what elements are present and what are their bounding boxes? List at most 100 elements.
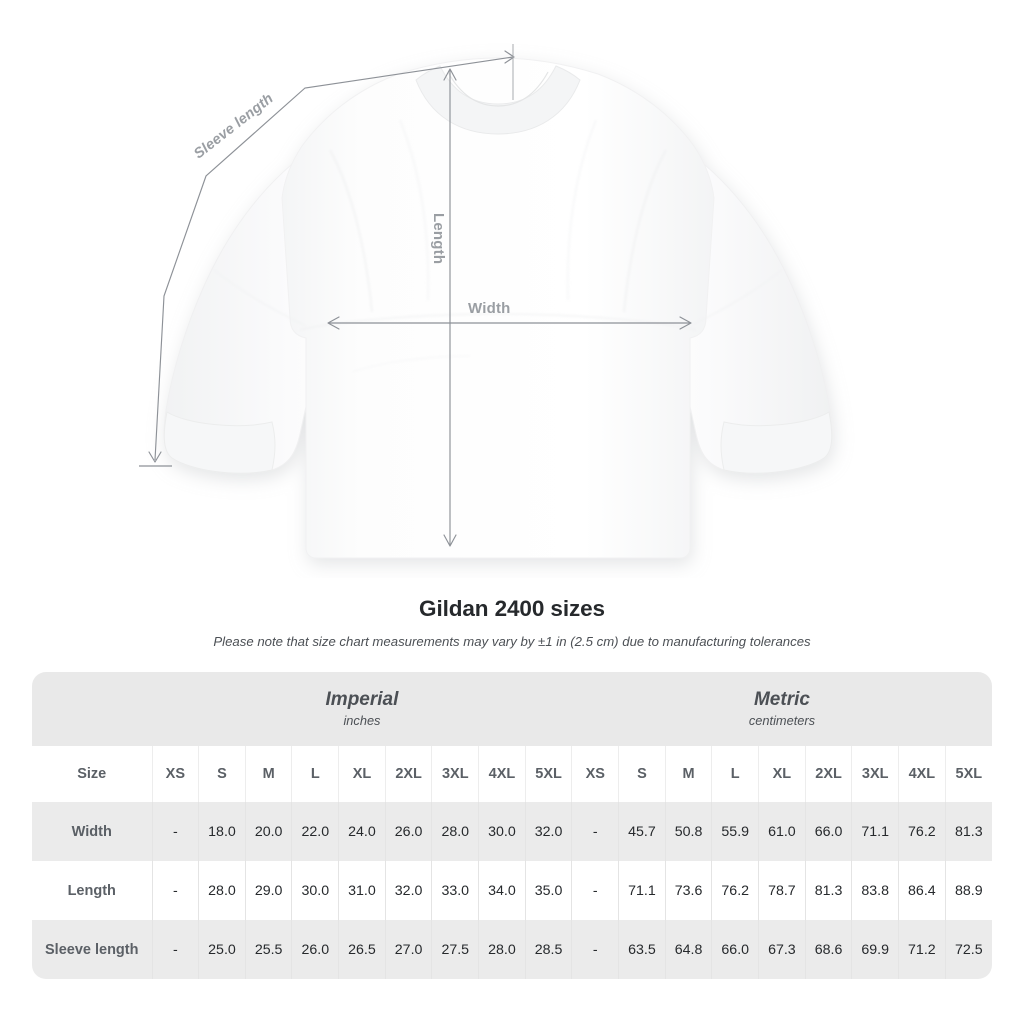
measurement-lines — [139, 44, 692, 547]
cell-sleeve-length-metric-2xl: 68.6 — [804, 920, 852, 979]
cell-width-imperial-2xl: 26.0 — [384, 802, 432, 861]
size-header-cell-2xl: 2XL — [384, 746, 432, 802]
cell-width-imperial-s: 18.0 — [198, 802, 246, 861]
size-header-cell-m: M — [664, 746, 712, 802]
cell-width-metric-3xl: 71.1 — [851, 802, 899, 861]
cell-width-metric-4xl: 76.2 — [898, 802, 946, 861]
cell-length-imperial-4xl: 34.0 — [478, 861, 526, 920]
page-title: Gildan 2400 sizes — [419, 596, 605, 621]
cell-length-metric-m: 73.6 — [664, 861, 712, 920]
cell-length-imperial-xl: 31.0 — [338, 861, 386, 920]
unit-group-row: Imperial inches Metric centimeters — [32, 672, 992, 746]
cell-sleeve-length-metric-s: 63.5 — [618, 920, 666, 979]
table-row: Sleeve length -25.0 25.5 26.0 26.5 27.0 27.5 28… — [32, 920, 992, 979]
size-chart-table: Imperial inches Metric centimeters Size XS S M L… — [32, 672, 992, 979]
size-header-cell-4xl: 4XL — [898, 746, 946, 802]
size-header-cell-s: S — [618, 746, 666, 802]
size-header-cell-5xl: 5XL — [524, 746, 572, 802]
cell-length-imperial-2xl: 32.0 — [384, 861, 432, 920]
cell-length-imperial-s: 28.0 — [198, 861, 246, 920]
cell-sleeve-length-imperial-5xl: 28.5 — [524, 920, 572, 979]
shirt-illustration-svg — [139, 44, 833, 559]
cell-sleeve-length-imperial-xs: - — [151, 920, 199, 979]
cell-sleeve-length-metric-m: 64.8 — [664, 920, 712, 979]
unit-group-subtitle: centimeters — [748, 713, 816, 729]
size-header-row: Size XS S M L XL 2XL 3XL 4XL 5XL XS S M L XL 2XL 3XL 4XL 5… — [32, 746, 992, 802]
cell-length-imperial-xs: - — [151, 861, 199, 920]
cell-sleeve-length-imperial-3xl: 27.5 — [431, 920, 479, 979]
length-label: Length — [430, 213, 447, 265]
cell-length-imperial-m: 29.0 — [244, 861, 292, 920]
size-header-cell-xl: XL — [758, 746, 806, 802]
size-header-cell-l: L — [291, 746, 339, 802]
fabric-folds — [213, 119, 783, 373]
cell-width-metric-s: 45.7 — [618, 802, 666, 861]
table-row: Width -18.0 20.0 22.0 24.0 26.0 28.0 30.0 32.0-4… — [32, 802, 992, 861]
cell-width-metric-l: 55.9 — [711, 802, 759, 861]
cell-width-imperial-4xl: 30.0 — [478, 802, 526, 861]
width-line — [327, 316, 692, 330]
cell-sleeve-length-imperial-l: 26.0 — [291, 920, 339, 979]
cell-length-metric-2xl: 81.3 — [804, 861, 852, 920]
cell-sleeve-length-imperial-4xl: 28.0 — [478, 920, 526, 979]
cell-sleeve-length-imperial-xl: 26.5 — [338, 920, 386, 979]
size-column-header: Size — [32, 746, 152, 802]
size-header-cell-l: L — [711, 746, 759, 802]
row-label-length: Length — [32, 861, 152, 920]
cell-width-imperial-3xl: 28.0 — [431, 802, 479, 861]
cell-sleeve-length-imperial-s: 25.0 — [198, 920, 246, 979]
cell-length-metric-l: 76.2 — [711, 861, 759, 920]
table-row: Length -28.0 29.0 30.0 31.0 32.0 33.0 34.0 35.0-… — [32, 861, 992, 920]
size-header-cell-s: S — [198, 746, 246, 802]
cell-width-metric-xs: - — [571, 802, 619, 861]
cell-length-metric-4xl: 86.4 — [898, 861, 946, 920]
width-label: Width — [468, 300, 511, 317]
unit-group-subtitle: inches — [343, 713, 381, 729]
size-header-cell-xs: XS — [571, 746, 619, 802]
cell-width-imperial-xs: - — [151, 802, 199, 861]
cell-length-metric-xs: - — [571, 861, 619, 920]
cell-width-metric-2xl: 66.0 — [804, 802, 852, 861]
unit-group-name: Metric — [753, 689, 810, 711]
cell-sleeve-length-metric-5xl: 72.5 — [944, 920, 992, 979]
chart-heading-block: Gildan 2400 sizes Please note that size … — [0, 596, 1024, 649]
size-header-cell-xl: XL — [338, 746, 386, 802]
unit-group-metric: Metric centimeters — [571, 672, 992, 746]
shirt-body-shape — [163, 57, 833, 559]
size-header-cell-2xl: 2XL — [804, 746, 852, 802]
cell-width-metric-m: 50.8 — [664, 802, 712, 861]
row-label-sleeve-length: Sleeve length — [32, 920, 152, 979]
cell-length-imperial-3xl: 33.0 — [431, 861, 479, 920]
cell-width-imperial-xl: 24.0 — [338, 802, 386, 861]
cell-length-metric-xl: 78.7 — [758, 861, 806, 920]
size-header-cell-3xl: 3XL — [851, 746, 899, 802]
unit-group-name: Imperial — [325, 689, 399, 711]
cell-length-imperial-5xl: 35.0 — [524, 861, 572, 920]
size-header-cell-m: M — [244, 746, 292, 802]
size-header-cell-5xl: 5XL — [944, 746, 992, 802]
cell-sleeve-length-imperial-2xl: 27.0 — [384, 920, 432, 979]
cell-width-imperial-5xl: 32.0 — [524, 802, 572, 861]
cell-width-imperial-l: 22.0 — [291, 802, 339, 861]
cell-width-metric-xl: 61.0 — [758, 802, 806, 861]
row-label-width: Width — [32, 802, 152, 861]
cell-length-metric-3xl: 83.8 — [851, 861, 899, 920]
cell-sleeve-length-metric-4xl: 71.2 — [898, 920, 946, 979]
size-header-cell-xs: XS — [151, 746, 199, 802]
cell-sleeve-length-metric-xl: 67.3 — [758, 920, 806, 979]
unit-row-spacer — [32, 672, 152, 746]
cell-width-metric-5xl: 81.3 — [944, 802, 992, 861]
cell-sleeve-length-metric-3xl: 69.9 — [851, 920, 899, 979]
cell-width-imperial-m: 20.0 — [244, 802, 292, 861]
size-header-cell-4xl: 4XL — [478, 746, 526, 802]
garment-diagram: Sleeve length Length Width — [139, 44, 833, 559]
cell-sleeve-length-imperial-m: 25.5 — [244, 920, 292, 979]
sleeve-length-line — [139, 50, 515, 467]
cell-length-metric-5xl: 88.9 — [944, 861, 992, 920]
tolerance-note: Please note that size chart measurements… — [213, 634, 811, 649]
length-line — [443, 68, 457, 547]
size-chart-table-wrapper: Imperial inches Metric centimeters Size XS S M L… — [32, 672, 992, 979]
cell-length-metric-s: 71.1 — [618, 861, 666, 920]
cell-sleeve-length-metric-xs: - — [571, 920, 619, 979]
size-header-cell-3xl: 3XL — [431, 746, 479, 802]
